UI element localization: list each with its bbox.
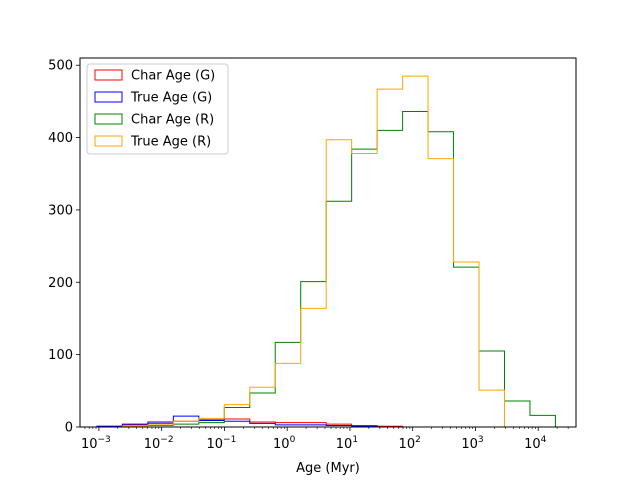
y-tick-label: 100 [48, 348, 73, 363]
legend-swatch [94, 91, 123, 103]
legend-swatch [94, 135, 123, 147]
legend: Char Age (G) True Age (G) Char Age (R) True… [86, 63, 229, 155]
y-tick-label: 300 [48, 203, 73, 218]
x-tick-label: 101 [336, 435, 358, 452]
legend-entry: True Age (G) [130, 91, 212, 106]
x-tick-label: 104 [524, 435, 547, 452]
x-tick-label: 10−3 [81, 435, 111, 452]
y-axis-ticks: 0 100 200 300 400 500 [48, 59, 80, 436]
y-tick-label: 500 [48, 59, 73, 74]
x-tick-label: 10−1 [206, 435, 236, 452]
series-line-char-age-r [96, 111, 556, 428]
axes-frame [79, 57, 577, 428]
y-tick-label: 400 [48, 131, 73, 146]
legend-entry: Char Age (R) [131, 113, 214, 128]
x-tick-label: 10−2 [144, 435, 174, 452]
x-axis-label: Age (Myr) [296, 461, 360, 476]
x-tick-label: 103 [461, 435, 483, 452]
legend-entry: Char Age (G) [131, 69, 215, 84]
series-line-true-age-r [96, 75, 556, 428]
x-tick-label: 100 [273, 435, 296, 452]
legend-entry: True Age (R) [130, 135, 211, 150]
y-tick-label: 200 [48, 276, 73, 291]
legend-swatch [94, 69, 123, 81]
legend-box [86, 63, 229, 155]
y-tick-label: 0 [65, 421, 73, 436]
x-tick-label: 102 [399, 435, 421, 452]
x-axis-ticks: 10−3 10−2 10−1 100 101 102 103 104 [81, 427, 569, 452]
legend-swatch [94, 113, 123, 125]
